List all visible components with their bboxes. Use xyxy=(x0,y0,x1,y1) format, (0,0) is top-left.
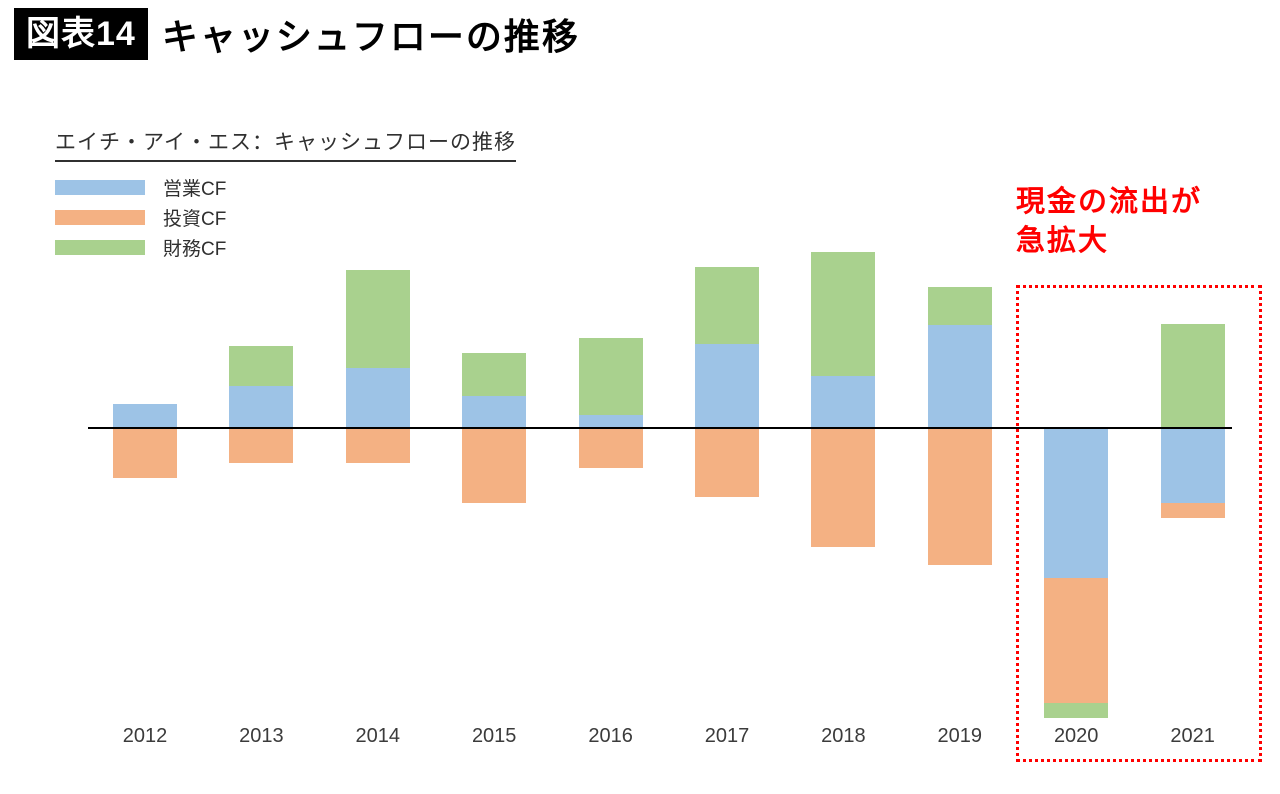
bar-segment-2019-投資CF xyxy=(927,428,992,565)
bar-segment-2016-財務CF xyxy=(578,338,643,415)
legend-label-operating-cf: 営業CF xyxy=(163,178,227,200)
bar-segment-2019-財務CF xyxy=(927,287,992,325)
bar-segment-2018-投資CF xyxy=(811,428,876,547)
annotation-line-2: 急拡大 xyxy=(1016,225,1110,258)
bar-segment-2020-投資CF xyxy=(1044,578,1109,703)
x-axis-label-2018: 2018 xyxy=(821,725,866,747)
bar-segment-2013-財務CF xyxy=(229,346,294,386)
bar-segment-2015-投資CF xyxy=(462,428,527,503)
bar-segment-2017-投資CF xyxy=(695,428,759,497)
bar-segment-2017-財務CF xyxy=(695,267,759,344)
bar-segment-2012-営業CF xyxy=(113,404,177,428)
annotation-line-1: 現金の流出が xyxy=(1016,186,1203,218)
page-title: キャッシュフローの推移 xyxy=(161,16,580,57)
legend-swatch-financing-cf xyxy=(55,239,145,255)
bar-segment-2014-財務CF xyxy=(345,270,410,368)
bar-segment-2013-営業CF xyxy=(229,386,294,428)
bar-segment-2016-営業CF xyxy=(578,415,643,428)
legend-swatch-operating-cf xyxy=(55,179,145,195)
bar-segment-2015-営業CF xyxy=(462,396,527,428)
legend-label-financing-cf: 財務CF xyxy=(163,238,227,260)
bar-segment-2020-財務CF xyxy=(1044,703,1109,718)
bar-segment-2021-営業CF xyxy=(1160,428,1225,503)
annotation-cash-outflow: 現金の流出が 急拡大 xyxy=(1016,183,1202,261)
figure-header: 図表14 キャッシュフローの推移 xyxy=(14,8,580,60)
legend-item-operating-cf: 営業CF xyxy=(55,172,226,202)
bar-segment-2021-投資CF xyxy=(1160,503,1225,518)
bar-segment-2013-投資CF xyxy=(229,428,294,463)
bar-segment-2018-営業CF xyxy=(811,376,876,428)
legend-item-investing-cf: 投資CF xyxy=(55,202,226,232)
x-axis-label-2016: 2016 xyxy=(588,725,633,747)
x-axis-label-2012: 2012 xyxy=(122,725,168,747)
x-axis-label-2013: 2013 xyxy=(239,725,284,747)
bar-segment-2012-投資CF xyxy=(113,428,177,478)
bar-segment-2014-投資CF xyxy=(345,428,410,463)
zero-axis-line xyxy=(88,427,1232,429)
bar-segment-2017-営業CF xyxy=(695,344,759,428)
bar-segment-2015-財務CF xyxy=(462,353,527,396)
bar-segment-2016-投資CF xyxy=(578,428,643,468)
x-axis-label-2021: 2021 xyxy=(1170,725,1215,747)
x-axis-label-2015: 2015 xyxy=(471,725,517,747)
bar-segment-2018-財務CF xyxy=(811,252,876,376)
bar-segment-2019-営業CF xyxy=(927,325,992,428)
bar-segment-2020-営業CF xyxy=(1044,428,1109,578)
x-axis-label-2017: 2017 xyxy=(704,725,750,747)
legend-swatch-investing-cf xyxy=(55,209,145,225)
legend-label-investing-cf: 投資CF xyxy=(163,208,227,230)
x-axis-label-2014: 2014 xyxy=(355,725,401,747)
x-axis-label-2019: 2019 xyxy=(937,725,983,747)
legend-item-financing-cf: 財務CF xyxy=(55,232,226,262)
highlight-dotted-box xyxy=(1016,285,1262,762)
x-axis-label-2020: 2020 xyxy=(1053,725,1099,747)
bar-segment-2021-財務CF xyxy=(1160,324,1225,428)
chart-title: エイチ・アイ・エス：キャッシュフローの推移 xyxy=(55,126,516,162)
bar-segment-2014-営業CF xyxy=(345,368,410,428)
figure-number-badge: 図表14 xyxy=(14,8,148,60)
legend: 営業CF 投資CF 財務CF xyxy=(55,172,226,262)
